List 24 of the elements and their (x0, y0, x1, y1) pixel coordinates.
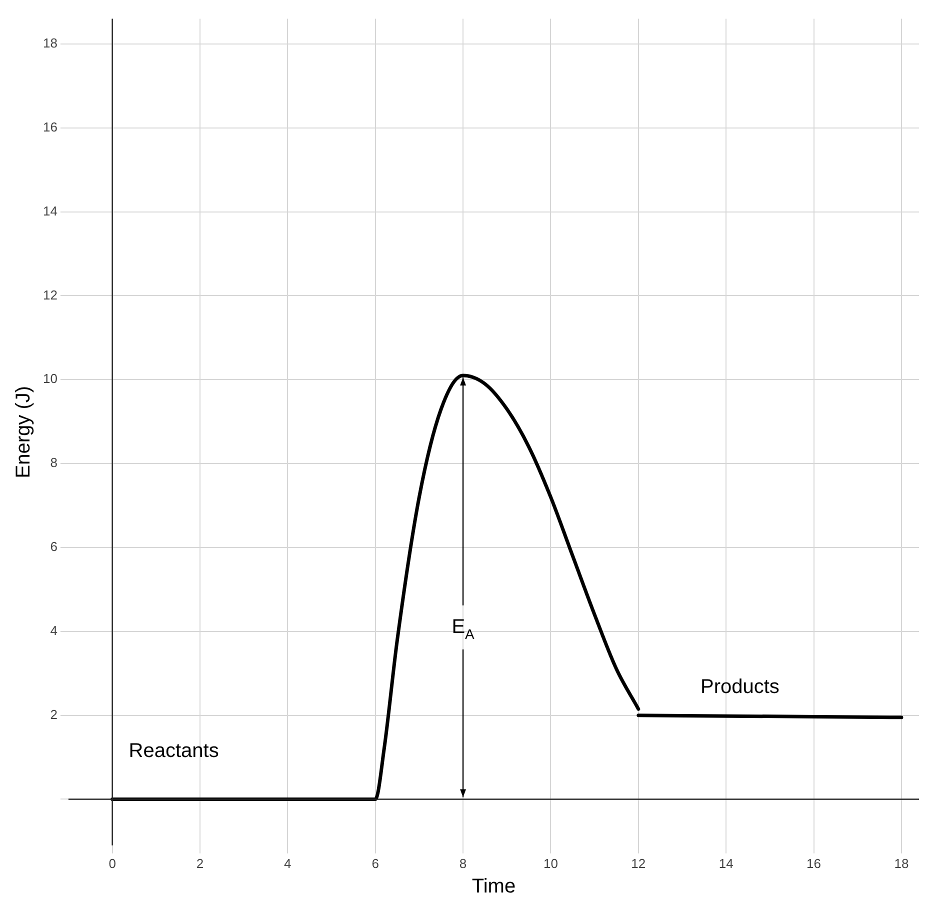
y-tick-label: 8 (50, 455, 58, 470)
x-tick-label: 10 (543, 856, 558, 871)
y-axis-title: Energy (J) (12, 386, 35, 478)
y-tick-label: 10 (42, 371, 58, 386)
x-tick-label: 6 (372, 856, 379, 871)
x-tick-label: 18 (894, 856, 909, 871)
y-tick-label: 12 (42, 287, 58, 302)
y-tick-label: 18 (42, 36, 58, 51)
x-tick-label: 16 (806, 856, 822, 871)
x-tick-label: 2 (196, 856, 204, 871)
x-tick-label: 0 (108, 856, 116, 871)
line-series (110, 374, 640, 801)
x-tick-label: 4 (284, 856, 292, 871)
x-tick-label: 14 (718, 856, 734, 871)
x-tick-label: 8 (459, 856, 467, 871)
x-tick-label: 12 (631, 856, 646, 871)
y-tick-label: 2 (50, 706, 58, 722)
annotation: Reactants (128, 740, 219, 762)
annotation: Products (700, 676, 780, 698)
y-tick-label: 4 (50, 622, 58, 638)
y-tick-label: 16 (42, 119, 58, 134)
x-axis-title: Time (472, 876, 516, 898)
y-tick-label: 14 (42, 203, 58, 218)
y-tick-label: 6 (50, 539, 58, 554)
